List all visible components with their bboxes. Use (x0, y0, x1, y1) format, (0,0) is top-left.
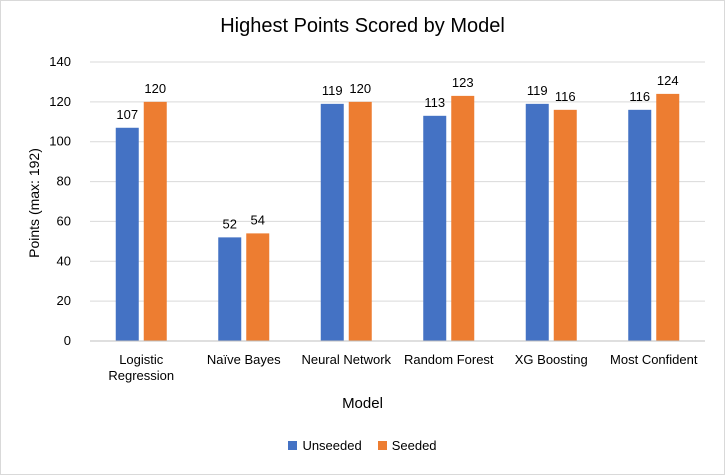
bar-seeded (246, 233, 270, 341)
y-tick-label: 120 (49, 94, 71, 109)
x-tick-label: Most Confident (610, 352, 698, 367)
data-label: 107 (116, 107, 138, 122)
x-tick-label: Random Forest (404, 352, 494, 367)
bar-unseeded (115, 127, 139, 341)
data-label: 120 (144, 81, 166, 96)
bar-unseeded (628, 109, 652, 341)
data-label: 116 (629, 89, 650, 104)
bar-unseeded (423, 115, 447, 341)
y-axis-label: Points (max: 192) (26, 148, 42, 258)
data-label: 124 (657, 73, 679, 88)
x-tick-label: XG Boosting (515, 352, 588, 367)
x-tick-label: Neural Network (301, 352, 391, 367)
data-label: 113 (424, 95, 445, 110)
x-axis-label: Model (342, 395, 383, 412)
data-label: 52 (223, 216, 237, 231)
data-label: 120 (349, 81, 371, 96)
legend-label-seeded: Seeded (391, 438, 437, 453)
legend-item-seeded: Seeded (377, 438, 437, 453)
data-label: 116 (555, 89, 576, 104)
data-label: 119 (322, 83, 343, 98)
bar-unseeded (320, 103, 344, 341)
data-label: 123 (452, 75, 474, 90)
y-tick-label: 100 (49, 134, 71, 149)
y-tick-label: 60 (57, 213, 71, 228)
bar-unseeded (525, 103, 549, 341)
legend-swatch-unseeded (288, 441, 298, 450)
bar-seeded (656, 93, 680, 341)
y-tick-label: 140 (49, 54, 71, 69)
data-label: 119 (527, 83, 548, 98)
data-label: 54 (251, 212, 265, 227)
legend-label-unseeded: Unseeded (302, 438, 362, 453)
legend: Unseeded Seeded (0, 438, 725, 453)
y-tick-label: 80 (57, 174, 71, 189)
legend-swatch-seeded (377, 441, 387, 450)
bar-seeded (553, 109, 577, 341)
legend-item-unseeded: Unseeded (288, 438, 362, 453)
bar-seeded (143, 101, 167, 341)
bar-seeded (451, 95, 475, 341)
x-tick-label: Naïve Bayes (207, 352, 281, 367)
bar-seeded (348, 101, 372, 341)
chart-title: Highest Points Scored by Model (220, 15, 505, 37)
y-tick-label: 40 (57, 253, 71, 268)
bar-unseeded (218, 237, 242, 341)
y-tick-label: 20 (57, 293, 71, 308)
x-tick-label: Regression (108, 368, 174, 383)
y-tick-label: 0 (64, 333, 71, 348)
x-tick-label: Logistic (119, 352, 164, 367)
